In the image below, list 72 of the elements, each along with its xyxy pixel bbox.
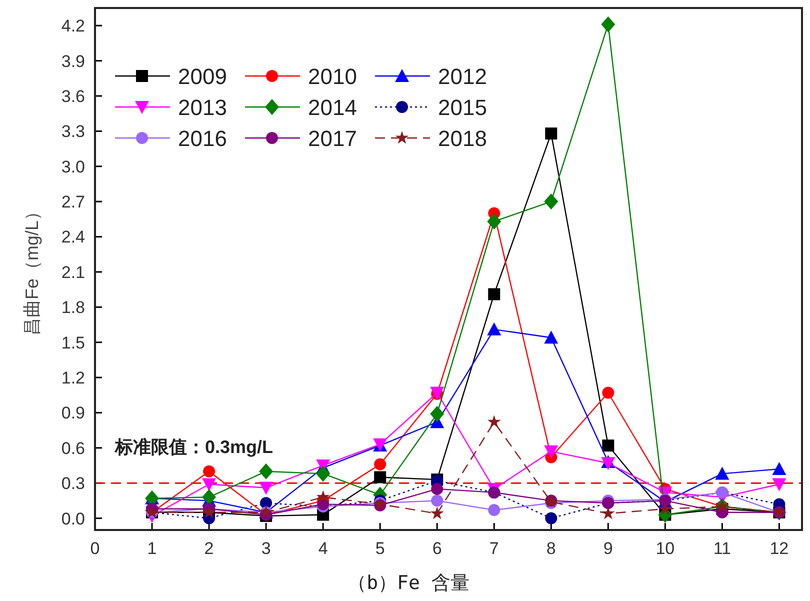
point [374, 471, 386, 484]
point [202, 478, 216, 492]
x-tick-label: 4 [318, 539, 328, 558]
x-tick-label: 2 [204, 539, 214, 558]
point [772, 478, 786, 492]
y-tick-label: 0.9 [61, 404, 85, 423]
y-tick-label: 3.9 [61, 52, 85, 71]
text: （b）Fe 含量 [348, 572, 470, 594]
point [602, 440, 614, 452]
y-tick-label: 1.8 [61, 298, 85, 318]
point [487, 213, 502, 230]
y-tick-label: 3.6 [61, 86, 85, 106]
point [488, 504, 500, 516]
point [545, 512, 558, 524]
point [431, 482, 444, 495]
y-tick-label: 0.6 [61, 438, 85, 458]
legend-label: 2009 [178, 64, 227, 89]
x-tick-label: 6 [432, 539, 442, 558]
point [544, 445, 558, 458]
legend-label: 2016 [178, 126, 227, 151]
legend-label: 2018 [438, 126, 487, 151]
point [715, 466, 730, 480]
x-tick-label: 9 [603, 539, 613, 558]
point [374, 458, 386, 470]
point [545, 128, 558, 140]
y-tick-label: 1.2 [61, 368, 85, 388]
legend-label: 2015 [438, 95, 487, 120]
x-tick-label: 3 [261, 539, 271, 558]
point [487, 322, 502, 336]
x-tick-label: 11 [713, 539, 732, 558]
y-tick-label: 0.0 [61, 509, 85, 528]
point [316, 490, 330, 503]
point [259, 482, 274, 495]
point [602, 506, 615, 520]
legend-label: 2010 [308, 64, 357, 89]
point [431, 494, 444, 507]
legend-label: 2017 [308, 126, 357, 151]
y-tick-label: 3.0 [61, 157, 85, 176]
point [259, 463, 274, 480]
point [601, 457, 616, 470]
y-tick-label: 1.5 [61, 333, 85, 352]
y-tick-label: 3.3 [61, 122, 85, 142]
point [772, 462, 786, 475]
ref-line-label: 标准限值：0.3mg/L [114, 437, 274, 458]
point [658, 502, 672, 514]
point [544, 194, 558, 210]
point [430, 506, 444, 520]
y-tick-label: 2.7 [61, 192, 85, 212]
point [602, 386, 614, 399]
point [430, 406, 444, 422]
legend-label: 2013 [178, 95, 227, 120]
point [601, 16, 616, 32]
y-tick-label: 4.2 [61, 16, 85, 36]
legend-label: 2012 [438, 64, 487, 89]
x-tick-label: 10 [656, 539, 675, 558]
point [316, 466, 330, 482]
y-tick-label: 2.1 [61, 262, 85, 282]
x-tick-label: 0 [90, 539, 100, 558]
x-tick-label: 7 [489, 539, 499, 558]
y-tick-label: 2.4 [61, 228, 85, 247]
x-tick-label: 8 [546, 539, 556, 558]
x-tick-label: 1 [147, 539, 157, 558]
point [544, 330, 558, 344]
x-tick-label: 5 [375, 539, 385, 558]
y-tick-label: 0.3 [61, 474, 85, 494]
point [203, 465, 216, 478]
x-tick-label: 12 [770, 539, 789, 558]
point [488, 288, 500, 300]
point [202, 489, 216, 506]
y-axis-title: 昌曲Fe（mg/L） [22, 202, 42, 336]
legend-label: 2014 [308, 95, 357, 120]
point [488, 415, 501, 428]
